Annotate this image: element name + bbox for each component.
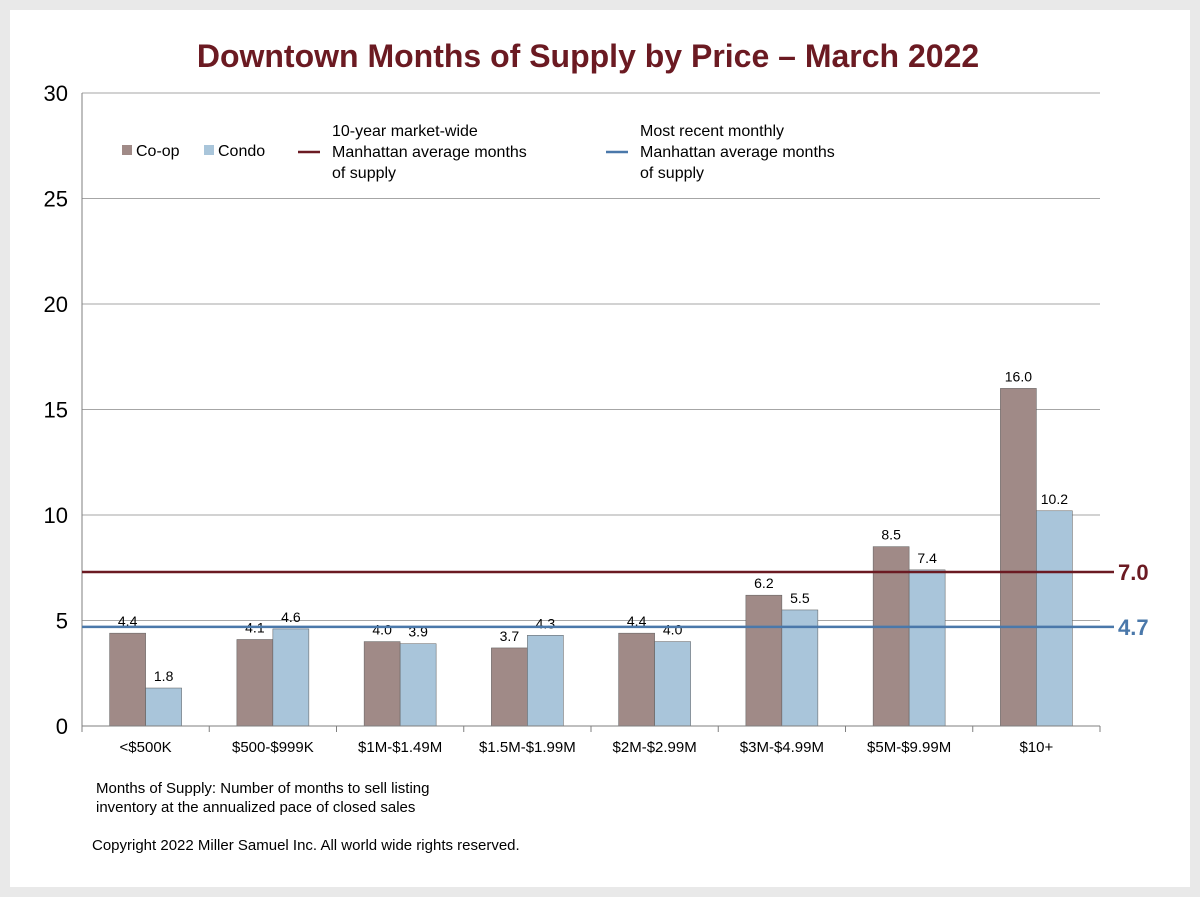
data-label: 4.0 (663, 622, 683, 638)
legend: Co-op Condo 10-year market-wide Manhattan a… (122, 123, 835, 182)
legend-swatch (122, 145, 132, 155)
data-label: 4.4 (627, 613, 647, 629)
data-label: 7.4 (917, 550, 937, 566)
bar-condo (399, 643, 437, 727)
bar-co-op (872, 546, 910, 727)
data-label: 5.5 (790, 590, 810, 606)
data-label: 16.0 (1005, 368, 1032, 384)
x-tick-label: <$500K (120, 739, 172, 756)
y-tick-label: 20 (44, 292, 68, 317)
reference-value: 7.0 (1118, 560, 1149, 585)
bar-condo (1036, 510, 1073, 727)
x-tick-label: $5M-$9.99M (867, 739, 951, 756)
legend-label: 10-year market-wide (332, 123, 478, 140)
reference-value: 4.7 (1118, 615, 1149, 640)
y-tick-label: 5 (56, 609, 68, 634)
legend-label: Manhattan average months (640, 144, 835, 161)
data-label: 3.7 (500, 628, 520, 644)
legend-label: of supply (332, 165, 396, 182)
legend-swatch (204, 145, 214, 155)
bar-co-op (745, 594, 783, 727)
x-axis: <$500K $500-$999K $1M-$1.49M $1.5M-$1.99M $2… (81, 725, 1101, 756)
legend-label: Manhattan average months (332, 144, 527, 161)
legend-label: Most recent monthly (640, 123, 784, 140)
x-tick-label: $500-$999K (232, 739, 314, 756)
copyright: Copyright 2022 Miller Samuel Inc. All wo… (92, 837, 520, 854)
bar-condo (654, 641, 691, 727)
bar-chart: Downtown Months of Supply by Price – Mar… (44, 38, 1149, 854)
data-label: 6.2 (754, 575, 774, 591)
x-tick-label: $3M-$4.99M (740, 739, 824, 756)
y-tick-label: 10 (44, 503, 68, 528)
data-label: 1.8 (154, 668, 174, 684)
bar-condo (781, 609, 819, 727)
chart-title: Downtown Months of Supply by Price – Mar… (197, 38, 979, 74)
bar-co-op (109, 632, 146, 727)
footnote-line: Months of Supply: Number of months to se… (96, 780, 430, 797)
x-tick-label: $1.5M-$1.99M (479, 739, 576, 756)
y-tick-label: 15 (44, 398, 68, 423)
data-label: 8.5 (881, 527, 901, 543)
bar-co-op (618, 632, 655, 727)
y-tick-label: 30 (44, 81, 68, 106)
footnote: Months of Supply: Number of months to se… (92, 780, 520, 854)
bar-condo (527, 635, 564, 727)
y-tick-label: 0 (56, 714, 68, 739)
bar-condo (272, 628, 310, 727)
bar-co-op (1000, 388, 1037, 727)
data-label: 4.4 (118, 613, 138, 629)
bar-co-op (236, 639, 274, 727)
bar-condo (908, 569, 946, 727)
chart-frame: Downtown Months of Supply by Price – Mar… (10, 10, 1190, 887)
reference-lines: 7.0 4.7 (82, 560, 1149, 640)
legend-label: Co-op (136, 143, 180, 160)
legend-label: Condo (218, 143, 265, 160)
legend-label: of supply (640, 165, 704, 182)
gridlines (82, 92, 1100, 621)
data-label: 4.6 (281, 609, 301, 625)
data-label: 10.2 (1041, 491, 1068, 507)
bar-condo (145, 687, 182, 727)
x-tick-label: $2M-$2.99M (613, 739, 697, 756)
x-tick-label: $10+ (1019, 739, 1053, 756)
y-tick-label: 25 (44, 187, 68, 212)
y-axis: 0 5 10 15 20 25 30 (44, 81, 83, 739)
data-label: 4.3 (536, 615, 556, 631)
bar-co-op (363, 641, 401, 727)
data-label: 4.0 (372, 622, 392, 638)
bars: 4.41.84.14.64.0 3.9 3.74.3 4.44.06.25.58.57… (109, 368, 1073, 727)
bar-co-op (491, 647, 528, 727)
x-tick-label: $1M-$1.49M (358, 739, 442, 756)
footnote-line: inventory at the annualized pace of clos… (96, 799, 415, 816)
